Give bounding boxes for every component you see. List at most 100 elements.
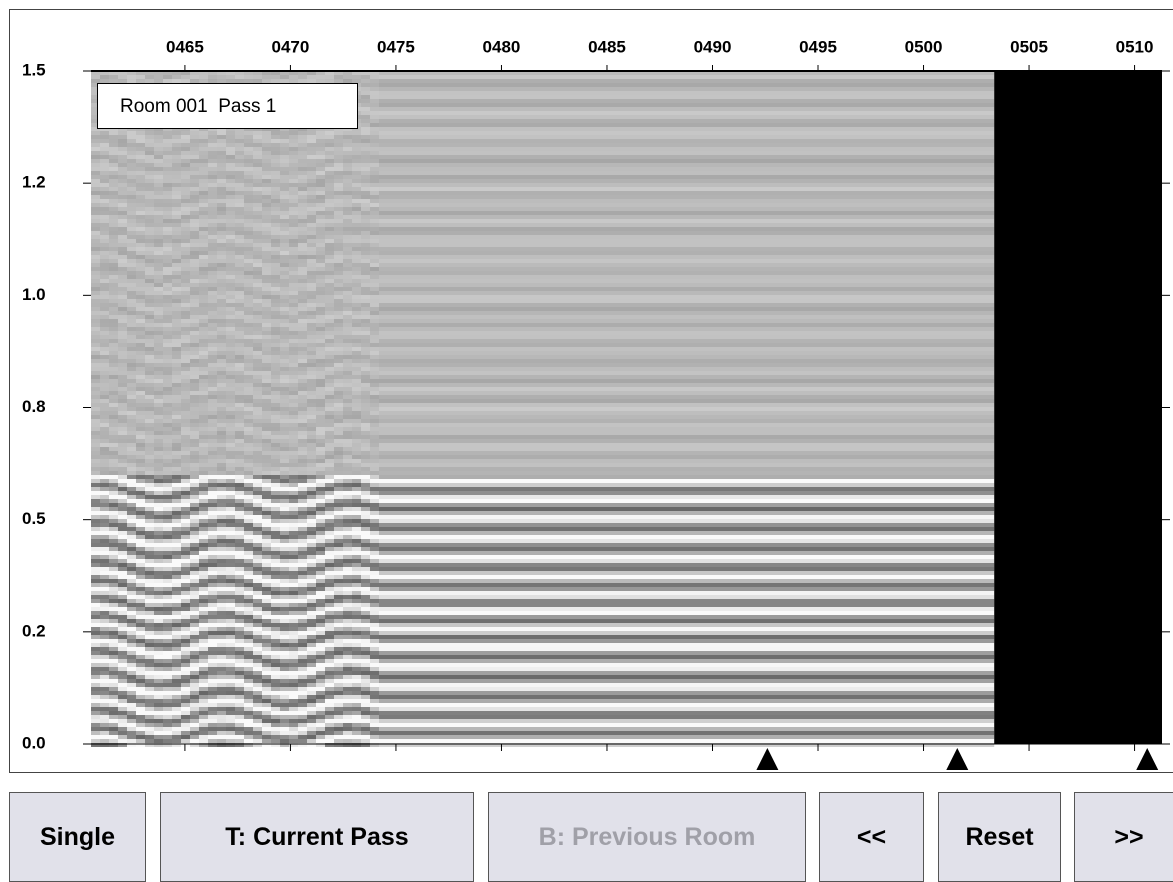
image-cell <box>271 531 280 535</box>
image-row <box>372 415 994 419</box>
image-cell <box>154 611 163 615</box>
image-cell <box>235 403 244 407</box>
image-cell <box>271 259 280 263</box>
image-cell <box>181 351 190 355</box>
image-cell <box>100 631 109 635</box>
image-cell <box>307 439 316 443</box>
image-cell <box>262 663 271 667</box>
image-cell <box>217 343 226 347</box>
image-cell <box>244 551 253 555</box>
image-cell <box>145 471 154 475</box>
image-cell <box>325 599 334 603</box>
image-cell <box>262 303 271 307</box>
image-cell <box>316 543 325 547</box>
image-cell <box>109 663 118 667</box>
image-cell <box>307 139 316 143</box>
image-cell <box>154 675 163 679</box>
image-cell <box>325 363 334 367</box>
image-cell <box>253 467 262 471</box>
image-cell <box>91 671 100 675</box>
image-cell <box>226 343 235 347</box>
image-cell <box>298 335 307 339</box>
image-cell <box>271 635 280 639</box>
image-cell <box>334 567 343 571</box>
image-cell <box>181 547 190 551</box>
image-cell <box>334 383 343 387</box>
image-cell <box>163 591 172 595</box>
image-cell <box>325 143 334 147</box>
image-cell <box>370 527 379 531</box>
image-cell <box>109 347 118 351</box>
image-cell <box>289 235 298 239</box>
image-cell <box>226 547 235 551</box>
image-cell <box>271 283 280 287</box>
image-cell <box>325 431 334 435</box>
image-cell <box>100 439 109 443</box>
image-row <box>372 507 994 511</box>
image-cell <box>217 399 226 403</box>
image-cell <box>244 595 253 599</box>
image-cell <box>91 591 100 595</box>
image-cell <box>352 367 361 371</box>
image-cell <box>325 335 334 339</box>
image-cell <box>307 575 316 579</box>
image-cell <box>217 275 226 279</box>
image-cell <box>343 179 352 183</box>
image-cell <box>199 567 208 571</box>
image-cell <box>100 623 109 627</box>
image-cell <box>199 147 208 151</box>
image-row <box>372 219 994 223</box>
image-cell <box>361 511 370 515</box>
image-cell <box>136 175 145 179</box>
image-cell <box>244 511 253 515</box>
image-cell <box>307 79 316 83</box>
image-cell <box>298 175 307 179</box>
image-cell <box>307 479 316 483</box>
image-cell <box>343 303 352 307</box>
image-cell <box>253 371 262 375</box>
image-cell <box>298 495 307 499</box>
image-cell <box>325 583 334 587</box>
image-cell <box>370 559 379 563</box>
image-cell <box>307 303 316 307</box>
image-cell <box>289 551 298 555</box>
image-cell <box>145 615 154 619</box>
image-cell <box>235 359 244 363</box>
image-cell <box>154 187 163 191</box>
image-cell <box>271 639 280 643</box>
image-cell <box>190 135 199 139</box>
image-cell <box>253 183 262 187</box>
image-cell <box>127 159 136 163</box>
image-cell <box>325 287 334 291</box>
image-cell <box>172 555 181 559</box>
image-cell <box>280 343 289 347</box>
image-cell <box>307 319 316 323</box>
image-cell <box>136 287 145 291</box>
image-cell <box>253 375 262 379</box>
image-cell <box>199 631 208 635</box>
image-cell <box>163 251 172 255</box>
image-cell <box>181 395 190 399</box>
image-cell <box>361 467 370 471</box>
image-cell <box>271 595 280 599</box>
image-cell <box>100 323 109 327</box>
image-cell <box>370 227 379 231</box>
image-cell <box>352 467 361 471</box>
image-cell <box>136 607 145 611</box>
image-cell <box>226 215 235 219</box>
image-cell <box>307 163 316 167</box>
image-cell <box>154 331 163 335</box>
image-cell <box>208 587 217 591</box>
image-cell <box>289 279 298 283</box>
image-cell <box>352 571 361 575</box>
image-cell <box>91 547 100 551</box>
image-cell <box>361 343 370 347</box>
image-cell <box>208 631 217 635</box>
image-cell <box>172 439 181 443</box>
image-cell <box>325 463 334 467</box>
image-cell <box>172 451 181 455</box>
image-cell <box>172 631 181 635</box>
image-cell <box>163 671 172 675</box>
image-cell <box>370 399 379 403</box>
image-cell <box>307 359 316 363</box>
